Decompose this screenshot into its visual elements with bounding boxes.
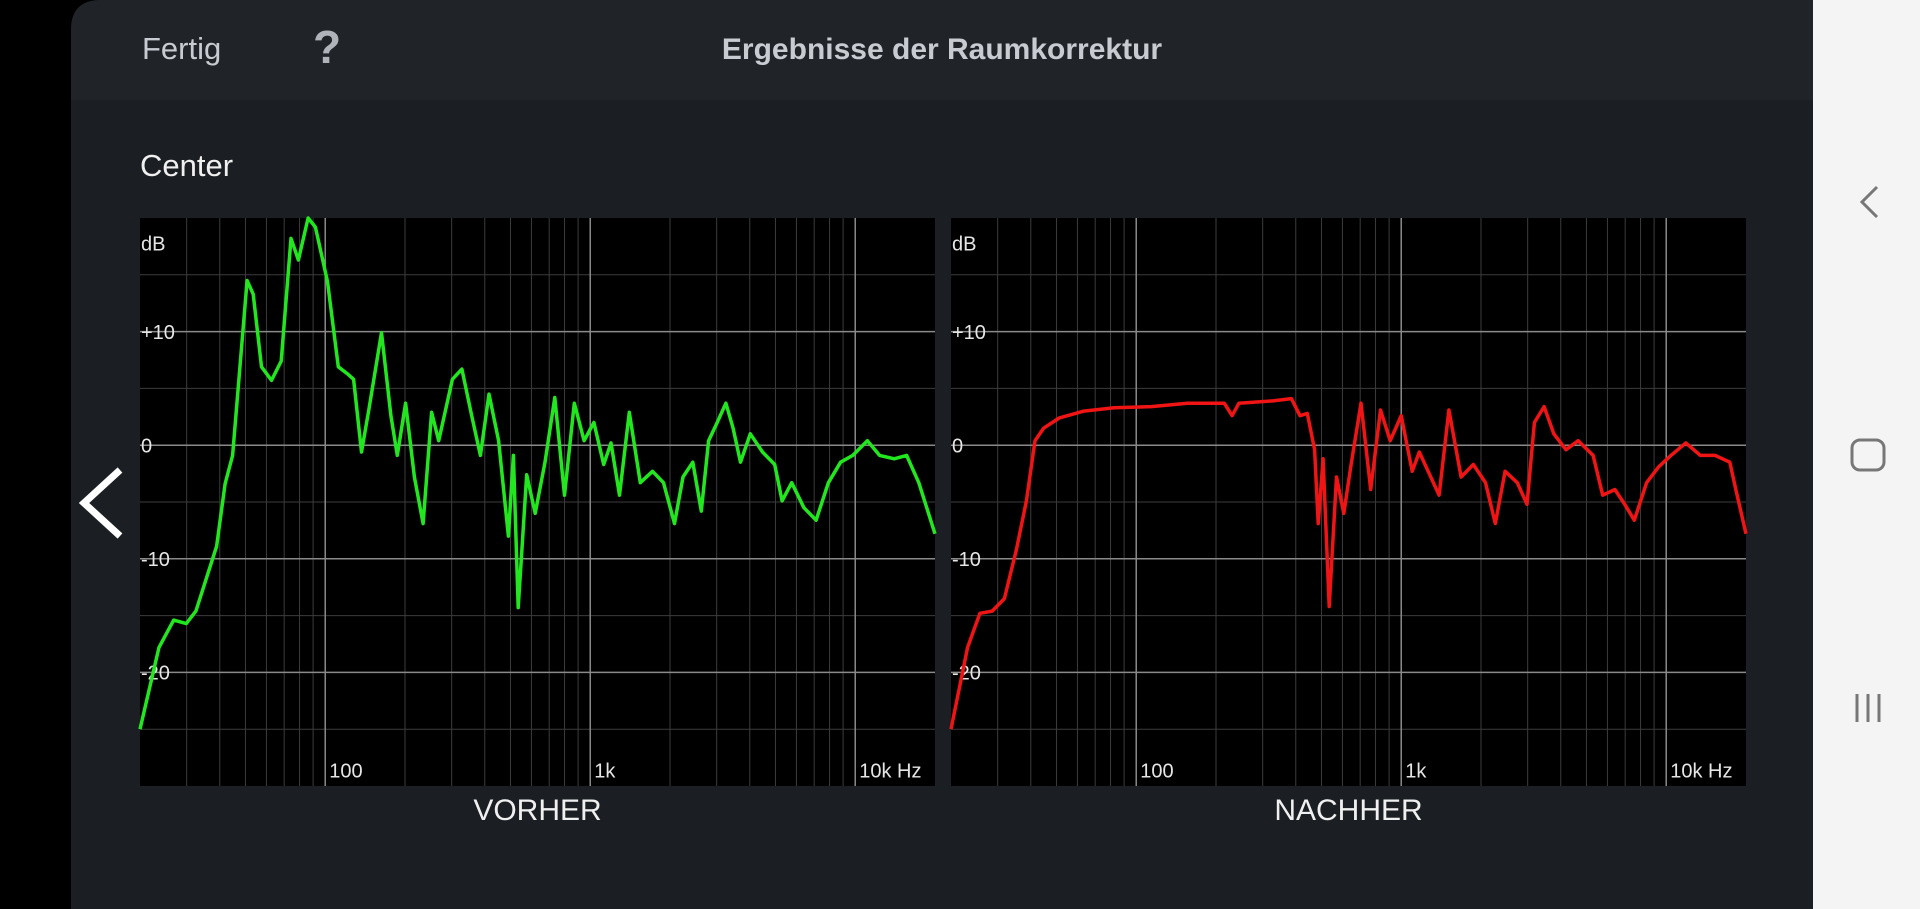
y-tick-label: 0 xyxy=(952,435,963,457)
y-tick-label: 0 xyxy=(141,435,152,457)
nav-recents[interactable] xyxy=(1855,694,1881,722)
response-curve xyxy=(949,396,1748,730)
y-tick-label: -10 xyxy=(141,549,170,571)
x-tick-label: 100 xyxy=(329,760,362,782)
x-tick-label: 100 xyxy=(1140,760,1173,782)
x-tick-label: 1k xyxy=(1405,760,1427,782)
previous-arrow[interactable] xyxy=(78,467,123,539)
nav-back[interactable] xyxy=(1859,185,1879,219)
header-bar xyxy=(71,0,1813,100)
y-tick-label: +10 xyxy=(141,322,175,344)
y-axis-label: dB xyxy=(141,233,165,255)
chart-title: VORHER xyxy=(473,794,601,827)
nav-bar xyxy=(1813,0,1920,909)
nav-home[interactable] xyxy=(1850,438,1886,472)
x-tick-label: 1k xyxy=(594,760,616,782)
chart-title: NACHHER xyxy=(1274,794,1422,827)
x-tick-label: 10k Hz xyxy=(859,760,921,782)
x-tick-label: 10k Hz xyxy=(1670,760,1732,782)
section-title: Center xyxy=(140,148,233,183)
chart: 100 1k 10k Hz +10 0 -10 -20 dB NACHHER xyxy=(949,218,1748,827)
y-tick-label: +10 xyxy=(952,322,986,344)
chart: 100 1k 10k Hz +10 0 -10 -20 dB VORHER xyxy=(138,216,937,827)
response-curve xyxy=(138,216,937,730)
header-title: Ergebnisse der Raumkorrektur xyxy=(722,33,1162,66)
y-tick-label: -20 xyxy=(141,663,170,685)
y-tick-label: -10 xyxy=(952,549,981,571)
y-axis-label: dB xyxy=(952,233,976,255)
help-button[interactable]: ? xyxy=(313,21,341,73)
done-button[interactable]: Fertig xyxy=(142,31,221,66)
y-tick-label: -20 xyxy=(952,663,981,685)
